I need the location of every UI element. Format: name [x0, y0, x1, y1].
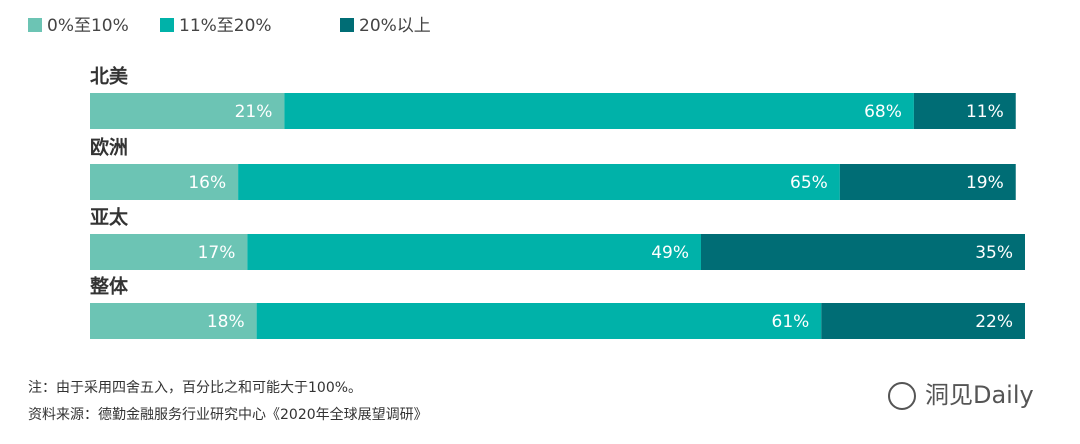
value-label: 49%	[651, 243, 689, 263]
legend-label: 20%以上	[359, 16, 431, 36]
value-label: 22%	[975, 312, 1013, 332]
bar-segment	[90, 164, 239, 200]
bar-segment	[247, 234, 701, 270]
bar-segment	[913, 93, 1016, 129]
legend-swatch	[160, 18, 174, 32]
legend-swatch	[28, 18, 42, 32]
bar-segment	[839, 164, 1016, 200]
bar-segment	[90, 93, 285, 129]
category-label: 整体	[90, 275, 129, 298]
bar-segment	[90, 234, 248, 270]
watermark-icon	[888, 382, 916, 410]
bar-segment	[284, 93, 914, 129]
bar-segment	[821, 303, 1025, 339]
source: 资料来源：德勤金融服务行业研究中心《2020年全球展望调研》	[28, 406, 428, 423]
value-label: 35%	[975, 243, 1013, 263]
category-label: 北美	[90, 65, 129, 88]
category-label: 欧洲	[90, 136, 128, 159]
bar-segment	[700, 234, 1025, 270]
value-label: 18%	[207, 312, 245, 332]
value-label: 16%	[188, 173, 226, 193]
value-label: 61%	[772, 312, 810, 332]
watermark: 洞见Daily	[925, 381, 1034, 409]
legend-swatch	[340, 18, 354, 32]
bar-segment	[90, 303, 257, 339]
legend-label: 0%至10%	[47, 16, 129, 36]
value-label: 19%	[966, 173, 1004, 193]
value-label: 17%	[198, 243, 236, 263]
bar-segment	[238, 164, 840, 200]
value-label: 11%	[966, 102, 1004, 122]
value-label: 21%	[235, 102, 273, 122]
value-label: 65%	[790, 173, 828, 193]
category-label: 亚太	[90, 206, 129, 229]
bar-segment	[256, 303, 822, 339]
note: 注：由于采用四舍五入，百分比之和可能大于100%。	[28, 380, 362, 396]
legend-label: 11%至20%	[179, 16, 272, 36]
value-label: 68%	[864, 102, 902, 122]
